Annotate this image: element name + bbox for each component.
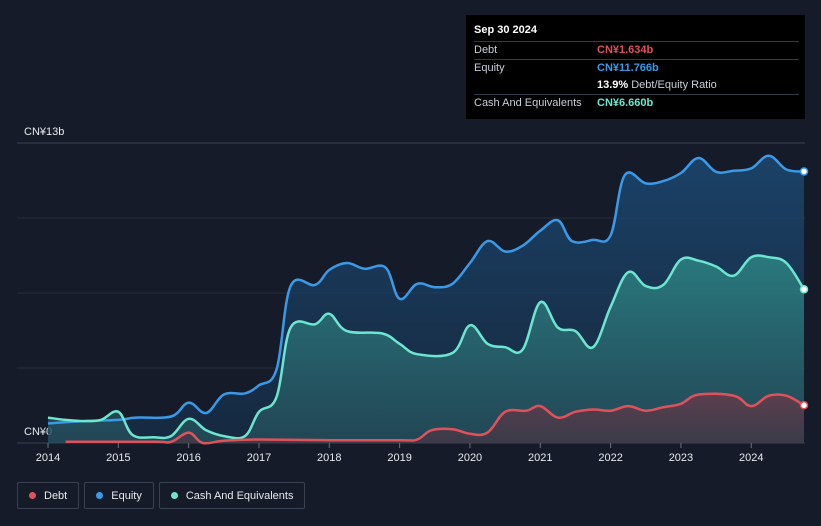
x-axis-ticks: 2014 2015 2016 2017 2018 2019 2020 2021 2022 2023… <box>36 443 763 464</box>
tooltip-value-ratio: 13.9% <box>597 79 629 91</box>
tooltip-label: Debt <box>474 44 498 56</box>
tooltip-row-ratio: 13.9% Debt/Equity Ratio <box>474 77 799 94</box>
series-lines <box>47 154 806 445</box>
tooltip-row-cash: Cash And Equivalents CN¥6.660b <box>474 94 799 112</box>
x-tick-label: 2023 <box>669 452 693 464</box>
cash-endpoint <box>799 285 809 294</box>
cash-area <box>48 255 804 443</box>
equity-dot-icon <box>96 492 104 499</box>
y-axis-top-label: CN¥13b <box>24 126 64 138</box>
cash-line <box>47 254 806 440</box>
x-tick-label: 2021 <box>528 452 552 464</box>
legend-label: Equity <box>111 489 142 502</box>
debt-line <box>65 392 805 445</box>
tooltip-label <box>474 77 597 94</box>
debt-area <box>65 393 805 444</box>
equity-line <box>47 154 805 425</box>
tooltip-ratio-caption: Debt/Equity Ratio <box>631 79 717 91</box>
debt-dot-icon <box>29 492 36 499</box>
legend-label: Debt <box>44 489 68 502</box>
x-tick-label: 2020 <box>458 452 482 464</box>
debt-endpoint <box>799 401 809 410</box>
tooltip-value-equity: CN¥11.766b <box>597 62 659 74</box>
tooltip-label: Cash And Equivalents <box>474 97 582 109</box>
chart-legend: Debt Equity Cash And Equivalents <box>17 482 310 509</box>
legend-label: Cash And Equivalents <box>185 489 294 502</box>
x-tick-label: 2024 <box>739 452 763 464</box>
y-axis-bottom-label: CN¥0 <box>24 426 52 438</box>
x-tick-label: 2017 <box>247 452 271 464</box>
tooltip-label: Equity <box>474 62 505 74</box>
x-tick-label: 2019 <box>387 452 411 464</box>
x-tick-label: 2018 <box>317 452 341 464</box>
tooltip-date: Sep 30 2024 <box>474 24 537 36</box>
legend-item-equity[interactable]: Equity <box>84 482 154 509</box>
tooltip-value-cash: CN¥6.660b <box>597 97 654 109</box>
tooltip-row-equity: Equity CN¥11.766b <box>474 59 799 77</box>
x-tick-label: 2014 <box>36 452 60 464</box>
equity-endpoint <box>799 167 809 176</box>
tooltip-value-debt: CN¥1.634b <box>597 44 654 56</box>
series-areas <box>48 155 805 444</box>
x-tick-label: 2022 <box>598 452 622 464</box>
x-tick-label: 2016 <box>176 452 200 464</box>
cash-dot-icon <box>170 492 178 499</box>
legend-item-debt[interactable]: Debt <box>17 482 80 509</box>
legend-item-cash[interactable]: Cash And Equivalents <box>158 482 306 509</box>
tooltip-panel: Sep 30 2024 Debt CN¥1.634b Equity CN¥11.… <box>466 15 805 119</box>
x-tick-label: 2015 <box>106 452 130 464</box>
tooltip-row-debt: Debt CN¥1.634b <box>474 41 799 59</box>
series-endpoints <box>799 167 809 410</box>
